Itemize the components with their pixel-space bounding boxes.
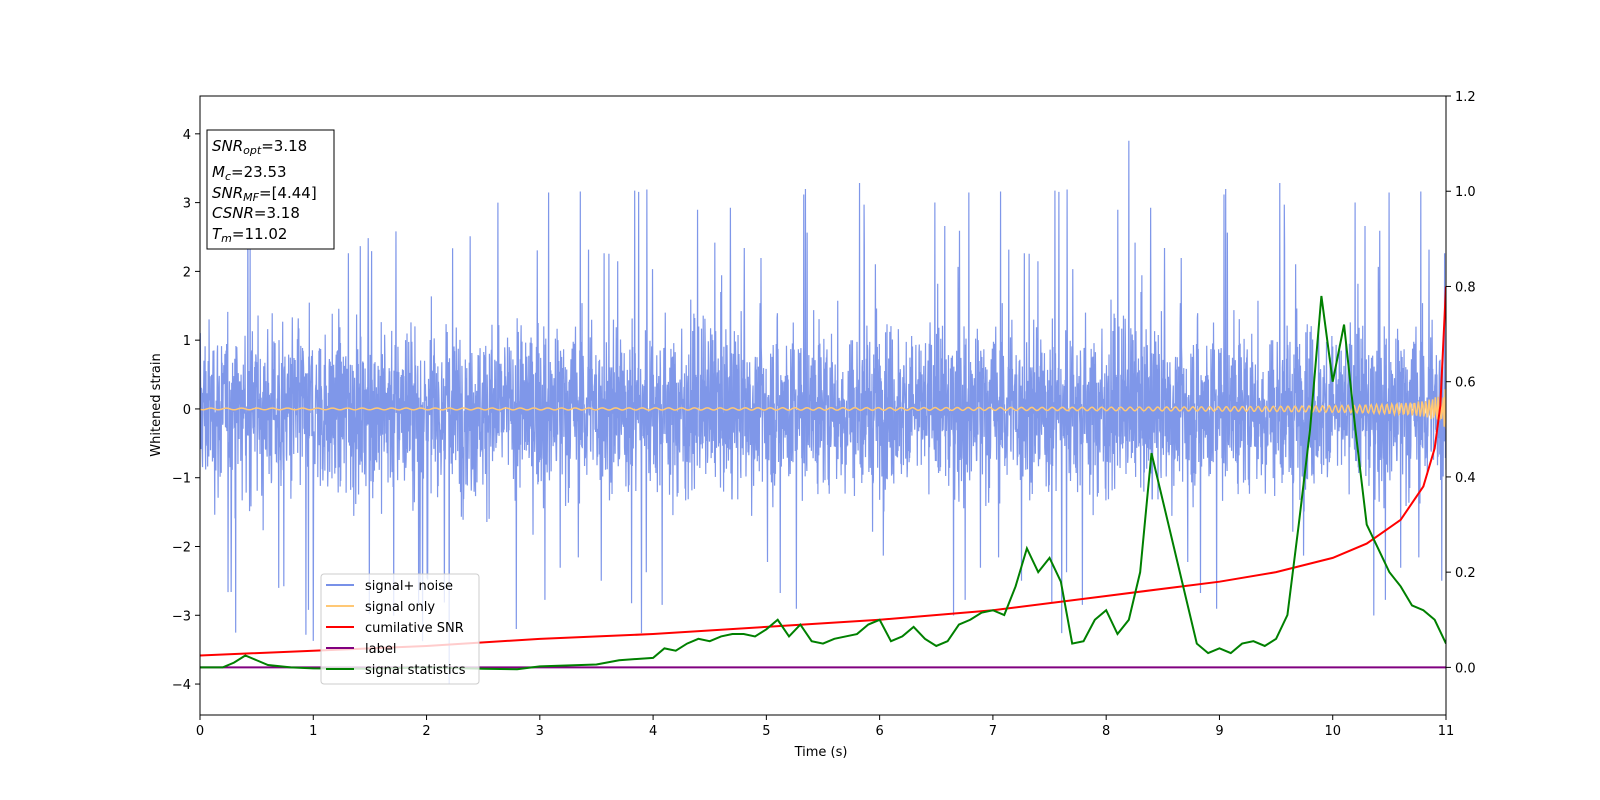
legend-frame: [320, 573, 480, 685]
y2-tick-label: 1.0: [1455, 185, 1476, 200]
x-axis: 0 1 2 3 4 5 6 7 8 9 10 11: [196, 715, 1454, 739]
y2-tick-label: 1.2: [1455, 90, 1476, 105]
y2-tick-label: 0.0: [1455, 661, 1476, 676]
legend-item-label: label: [326, 642, 396, 657]
info-box: SNRopt=3.18 Mc=23.53 SNRMF=[4.44] CSNR=3…: [206, 129, 335, 250]
legend-label-signal-only: signal only: [365, 600, 435, 615]
x-tick-label: 2: [422, 724, 430, 739]
y-tick-label: 4: [183, 128, 191, 143]
x-axis-label: Time (s): [794, 745, 848, 760]
y-tick-label: 1: [183, 334, 191, 349]
y-tick-label: 3: [183, 197, 191, 212]
signal-only-line: [200, 389, 1446, 429]
x-tick-label: 10: [1324, 724, 1341, 739]
y-tick-label: −2: [172, 540, 191, 555]
legend-label-cumulative-snr: cumilative SNR: [365, 621, 464, 636]
x-tick-label: 4: [649, 724, 657, 739]
info-box-frame: [206, 129, 335, 250]
y-axis-right: 0.0 0.2 0.4 0.6 0.8 1.0 1.2: [1446, 90, 1476, 676]
x-tick-label: 11: [1438, 724, 1455, 739]
y-tick-label: −1: [172, 472, 191, 487]
y2-tick-label: 0.6: [1455, 376, 1476, 391]
x-tick-label: 6: [875, 724, 883, 739]
signal-noise-line: [200, 140, 1446, 685]
legend: signal+ noise signal only cumilative SNR…: [320, 573, 480, 685]
y-tick-label: 2: [183, 265, 191, 280]
x-tick-label: 1: [309, 724, 317, 739]
legend-item-signal-only: signal only: [326, 600, 435, 615]
info-tm: Tm=11.02: [212, 225, 287, 245]
y2-tick-label: 0.8: [1455, 280, 1476, 295]
info-mc: Mc=23.53: [212, 163, 287, 183]
cumulative-snr-line: [200, 286, 1446, 657]
signal-statistics-line: [200, 295, 1446, 671]
x-tick-label: 7: [989, 724, 997, 739]
y-axis-left: −4 −3 −2 −1 0 1 2 3 4: [172, 128, 200, 693]
legend-item-signal-statistics: signal statistics: [326, 663, 466, 678]
x-tick-label: 9: [1215, 724, 1223, 739]
info-snr-opt: SNRopt=3.18: [212, 137, 307, 157]
y2-tick-label: 0.4: [1455, 471, 1476, 486]
legend-label-signal-statistics: signal statistics: [365, 663, 466, 678]
y-tick-label: 0: [183, 403, 191, 418]
legend-label-label: label: [365, 642, 396, 657]
legend-label-signal-noise: signal+ noise: [365, 579, 453, 594]
y-tick-label: −3: [172, 609, 191, 624]
legend-item-cumulative-snr: cumilative SNR: [326, 621, 464, 636]
legend-item-signal-noise: signal+ noise: [326, 579, 453, 594]
y-tick-label: −4: [172, 678, 191, 693]
y2-tick-label: 0.2: [1455, 566, 1476, 581]
y-axis-label: Whitened strain: [149, 353, 164, 456]
info-csnr: CSNR=3.18: [212, 204, 300, 222]
info-snr-mf: SNRMF=[4.44]: [212, 184, 317, 204]
x-tick-label: 3: [536, 724, 544, 739]
x-tick-label: 8: [1102, 724, 1110, 739]
x-tick-label: 5: [762, 724, 770, 739]
x-tick-label: 0: [196, 724, 204, 739]
plot-frame: [199, 95, 1447, 716]
